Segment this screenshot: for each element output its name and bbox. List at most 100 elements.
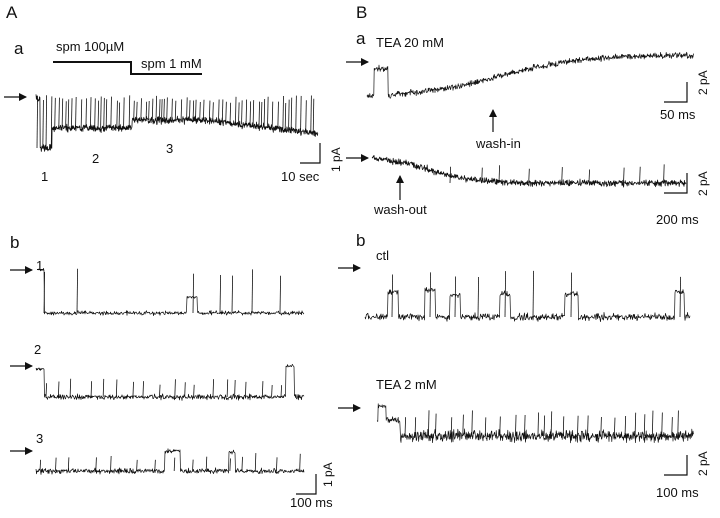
spike-aa-38 (186, 97, 188, 121)
spike-ab3-5 (136, 459, 138, 472)
spike-ab2-9 (174, 379, 176, 398)
spike-ab2-11 (193, 384, 195, 398)
traces (35, 51, 695, 475)
spike-bb-tea-4 (450, 417, 453, 437)
spike-ab1-4 (231, 275, 233, 314)
panel-ba-label: a (356, 29, 366, 48)
spike-bb-ctl-3 (477, 276, 479, 318)
spike-aa-20 (116, 100, 118, 129)
spike-aa-10 (75, 96, 77, 129)
panel-b-label: B (356, 3, 368, 22)
spike-bb-tea-5 (462, 414, 464, 437)
spike-ab3-6 (154, 459, 156, 472)
control-label: ctl (376, 248, 389, 263)
spike-aa-51 (238, 102, 240, 125)
spike-bb-tea-11 (537, 412, 539, 437)
spike-bb-tea-2 (428, 410, 430, 437)
spike-ab3-11 (241, 456, 243, 472)
trace-ab2 (35, 364, 305, 401)
spike-ab3-12 (254, 453, 257, 472)
segment-label-3: 3 (166, 141, 174, 156)
spike-aa-49 (229, 102, 232, 124)
scale2-time-ba: 200 ms (656, 212, 699, 227)
scale-current-ab: 1 pA (321, 462, 335, 487)
spike-aa-50 (235, 96, 237, 124)
spike-aa-60 (271, 101, 274, 129)
spike-bb-tea-23 (661, 412, 663, 437)
spike-aa-40 (192, 100, 195, 121)
spike-aa-69 (310, 95, 312, 133)
spike-ab2-2 (69, 378, 72, 398)
spike-aa-68 (305, 100, 307, 133)
spike-aa-8 (67, 99, 70, 129)
spike-aa-35 (171, 98, 173, 121)
segment-label-2: 2 (92, 151, 100, 166)
spike-aa-63 (284, 102, 287, 130)
spike-ab2-4 (102, 378, 105, 398)
panel-bb-label: b (356, 231, 366, 250)
trace-bb-ctl (364, 286, 691, 323)
panel-ab-label: b (10, 233, 20, 252)
spike-aa-59 (267, 96, 269, 128)
spike-bb-tea-17 (600, 417, 602, 437)
spike-aa-43 (203, 99, 205, 121)
spike-ab3-0 (39, 459, 41, 472)
spike-aa-23 (128, 95, 131, 129)
scale1-time-ba: 50 ms (660, 107, 696, 122)
spike-bb-tea-3 (435, 413, 437, 437)
spike-bb-tea-10 (524, 414, 526, 437)
spike-ba-washout-8 (663, 164, 665, 184)
spike-ab3-9 (205, 456, 208, 472)
scale-bar-ba2 (664, 173, 688, 194)
spike-aa-6 (61, 98, 64, 129)
spike-aa-36 (174, 100, 177, 121)
spike-aa-56 (258, 101, 260, 127)
spike-ab1-5 (251, 269, 253, 314)
spike-bb-ctl-1 (429, 272, 431, 318)
spike-aa-48 (225, 101, 227, 123)
trace-ab3 (35, 448, 305, 475)
spike-aa-34 (166, 97, 168, 121)
scale1-current-ba: 2 pA (696, 70, 710, 95)
spike-ab3-8 (192, 459, 194, 472)
spike-aa-64 (288, 99, 290, 131)
spike-ab3-1 (55, 457, 57, 472)
panel-a-label: A (6, 3, 18, 22)
drug-application-bar (53, 61, 202, 75)
trace-ba-washin (366, 51, 695, 99)
spike-aa-46 (218, 99, 220, 122)
spike-bb-ctl-0 (391, 274, 393, 318)
spike-ab2-8 (159, 384, 161, 398)
spike-aa-2 (45, 95, 48, 149)
scale-time-bb: 100 ms (656, 485, 699, 500)
spike-aa-9 (71, 98, 73, 129)
spike-ab1-6 (279, 275, 281, 314)
spike-ab2-5 (115, 379, 118, 398)
wash-out-label: wash-out (374, 202, 427, 217)
spike-aa-70 (312, 98, 315, 133)
spike-aa-17 (103, 97, 105, 129)
spike-aa-55 (252, 100, 255, 126)
spike-aa-27 (145, 101, 148, 121)
trace-label-b3: 3 (36, 431, 44, 446)
spike-ba-washout-7 (639, 166, 641, 184)
spike-ab1-0 (43, 271, 45, 314)
spike-ba-washout-2 (498, 165, 500, 184)
spike-bb-tea-7 (484, 417, 487, 437)
spike-aa-47 (221, 99, 224, 123)
scale-time-ab: 100 ms (290, 495, 333, 510)
spike-ab2-7 (142, 381, 144, 398)
scale-current-bb: 2 pA (696, 451, 710, 476)
spike-bb-tea-20 (634, 412, 637, 437)
spike-aa-22 (123, 97, 125, 129)
spike-ab2-0 (45, 383, 47, 398)
spike-aa-54 (249, 101, 252, 126)
spike-ab3-14 (299, 453, 301, 472)
spike-bb-tea-16 (587, 415, 589, 437)
spike-aa-0 (36, 95, 38, 149)
segment-label-1: 1 (41, 169, 49, 184)
spike-bb-ctl-6 (570, 272, 572, 318)
scale-bar-ab (296, 474, 317, 495)
spike-ab1-1 (76, 268, 78, 314)
